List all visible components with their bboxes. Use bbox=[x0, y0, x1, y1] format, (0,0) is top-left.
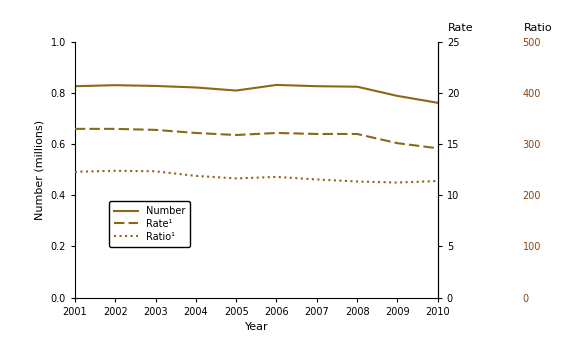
Rate¹ bbox=[273, 131, 280, 135]
Ratio¹ bbox=[233, 176, 240, 181]
Rate¹ bbox=[71, 127, 78, 131]
Line: Ratio¹: Ratio¹ bbox=[75, 171, 438, 182]
Number bbox=[152, 84, 159, 88]
Ratio¹ bbox=[434, 179, 441, 183]
Ratio¹ bbox=[394, 180, 401, 184]
Ratio¹ bbox=[112, 169, 119, 173]
Ratio¹ bbox=[273, 175, 280, 179]
Rate¹ bbox=[313, 132, 320, 136]
Ratio¹ bbox=[354, 180, 361, 184]
Rate¹ bbox=[434, 146, 441, 150]
Ratio¹ bbox=[152, 169, 159, 173]
Ratio¹ bbox=[71, 170, 78, 174]
Rate¹ bbox=[112, 127, 119, 131]
Text: Rate: Rate bbox=[448, 23, 473, 33]
Line: Number: Number bbox=[75, 85, 438, 103]
Legend: Number, Rate¹, Ratio¹: Number, Rate¹, Ratio¹ bbox=[109, 201, 190, 247]
Number bbox=[273, 83, 280, 87]
Number bbox=[394, 94, 401, 98]
X-axis label: Year: Year bbox=[244, 322, 268, 332]
Ratio¹ bbox=[313, 177, 320, 182]
Line: Rate¹: Rate¹ bbox=[75, 129, 438, 148]
Number bbox=[434, 101, 441, 105]
Number bbox=[354, 85, 361, 89]
Rate¹ bbox=[192, 131, 199, 135]
Number bbox=[112, 83, 119, 87]
Number bbox=[233, 89, 240, 93]
Rate¹ bbox=[233, 133, 240, 137]
Y-axis label: Number (millions): Number (millions) bbox=[35, 120, 45, 220]
Text: Ratio: Ratio bbox=[524, 23, 553, 33]
Rate¹ bbox=[152, 128, 159, 132]
Rate¹ bbox=[394, 141, 401, 145]
Number bbox=[192, 85, 199, 90]
Rate¹ bbox=[354, 132, 361, 136]
Ratio¹ bbox=[192, 174, 199, 178]
Number bbox=[313, 84, 320, 88]
Number bbox=[71, 84, 78, 88]
